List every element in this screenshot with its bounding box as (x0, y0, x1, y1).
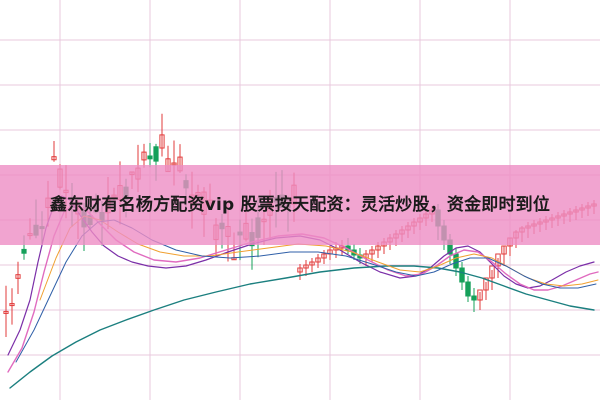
headline-text: 鑫东财有名杨方配资vip 股票按天配资：灵活炒股，资金即时到位 (49, 195, 551, 215)
series-ma-teal (9, 265, 595, 389)
headline-overlay-band: 鑫东财有名杨方配资vip 股票按天配资：灵活炒股，资金即时到位 (0, 165, 600, 245)
